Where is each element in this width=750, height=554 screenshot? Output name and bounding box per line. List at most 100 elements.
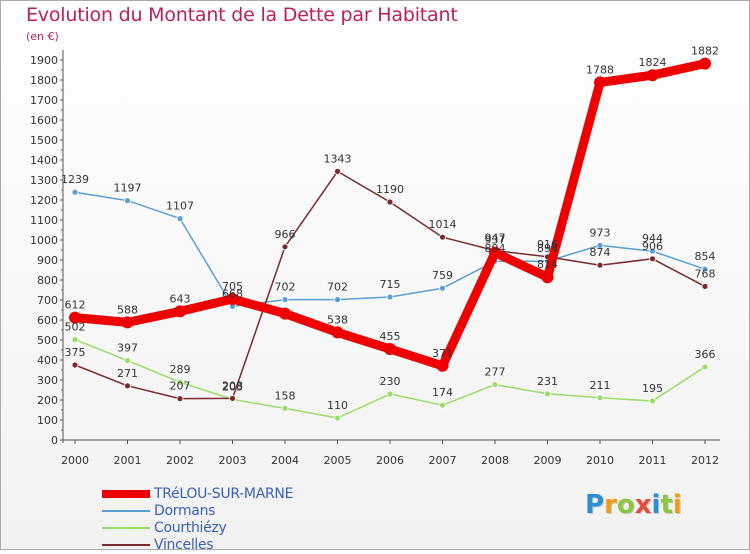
- data-point: [174, 305, 186, 318]
- data-label: 195: [642, 382, 663, 395]
- data-label: 894: [485, 242, 506, 255]
- data-point: [176, 395, 184, 403]
- y-tick-label: 1000: [30, 234, 58, 247]
- y-tick-label: 1400: [30, 154, 58, 167]
- data-label: 1882: [691, 45, 719, 58]
- data-point: [71, 188, 79, 196]
- data-label: 937: [485, 234, 506, 247]
- y-tick-label: 1700: [30, 94, 58, 107]
- data-point: [331, 326, 344, 339]
- data-point: [384, 343, 396, 355]
- data-point: [279, 307, 291, 320]
- data-label: 612: [65, 299, 86, 312]
- data-point: [491, 381, 499, 389]
- data-label: 944: [642, 232, 663, 245]
- data-point: [436, 359, 449, 372]
- data-point: [439, 284, 446, 292]
- legend-swatch-dormans: [102, 510, 150, 512]
- data-label: 814: [537, 258, 558, 271]
- data-point: [646, 69, 659, 82]
- x-tick-label: 2008: [481, 454, 509, 467]
- data-label: 231: [537, 375, 558, 388]
- data-label: 874: [590, 246, 611, 259]
- data-point: [386, 198, 394, 206]
- y-tick-label: 900: [37, 254, 58, 267]
- data-point: [124, 357, 131, 365]
- data-label: 289: [170, 363, 191, 376]
- data-point: [439, 233, 446, 241]
- data-label: 1107: [166, 200, 194, 213]
- data-point: [701, 363, 709, 371]
- data-label: 643: [170, 292, 191, 305]
- y-tick-label: 1800: [30, 74, 58, 87]
- legend-label-vincelles: Vincelles: [154, 537, 214, 553]
- data-label: 947: [485, 232, 506, 245]
- x-tick-label: 2001: [114, 454, 142, 467]
- proxiti-logo: Proxiti: [585, 490, 682, 520]
- data-point: [334, 167, 341, 175]
- y-tick-label: 1200: [30, 194, 58, 207]
- x-tick-label: 2012: [691, 454, 719, 467]
- data-label: 715: [380, 278, 401, 291]
- y-tick-label: 1900: [30, 54, 58, 67]
- y-tick-label: 700: [37, 294, 58, 307]
- data-point: [334, 414, 341, 422]
- data-point: [281, 243, 289, 251]
- data-point: [596, 241, 604, 249]
- y-tick-label: 600: [37, 314, 58, 327]
- y-tick-label: 400: [37, 354, 58, 367]
- y-tick-label: 1100: [30, 214, 58, 227]
- data-point: [124, 197, 131, 205]
- legend-label-trelou: TRéLOU-SUR-MARNE: [154, 486, 294, 502]
- y-tick-label: 1500: [30, 134, 58, 147]
- data-label: 1239: [61, 173, 89, 186]
- data-label: 230: [380, 375, 401, 388]
- y-tick-label: 1600: [30, 114, 58, 127]
- chart-title: Evolution du Montant de la Dette par Hab…: [26, 4, 458, 26]
- data-point: [71, 336, 79, 344]
- data-point: [281, 296, 289, 304]
- x-tick-label: 2006: [376, 454, 404, 467]
- data-point: [699, 57, 711, 70]
- data-label: 973: [590, 226, 611, 239]
- data-label: 702: [327, 281, 348, 294]
- x-tick-label: 2005: [324, 454, 352, 467]
- data-label: 854: [695, 250, 716, 263]
- x-tick-label: 2003: [219, 454, 247, 467]
- legend-swatch-vincelles: [102, 544, 150, 546]
- data-point: [596, 394, 604, 402]
- data-label: 966: [275, 228, 296, 241]
- y-tick-label: 1300: [30, 174, 58, 187]
- chart-subtitle: (en €): [26, 30, 59, 43]
- data-label: 759: [432, 269, 453, 282]
- data-point: [71, 361, 79, 369]
- data-label: 894: [537, 242, 558, 255]
- data-point: [439, 401, 446, 409]
- data-label: 1197: [114, 182, 142, 195]
- x-tick-label: 2002: [166, 454, 194, 467]
- data-label: 366: [695, 348, 716, 361]
- data-point: [489, 246, 501, 259]
- data-label: 455: [380, 330, 401, 343]
- y-tick-label: 100: [37, 414, 58, 427]
- data-label: 110: [327, 399, 348, 412]
- data-point: [701, 265, 709, 273]
- data-point: [124, 382, 131, 390]
- y-tick-label: 0: [51, 434, 58, 447]
- x-tick-label: 2009: [534, 454, 562, 467]
- data-label: 203: [222, 380, 243, 393]
- data-label: 208: [222, 379, 243, 392]
- data-point: [176, 378, 184, 386]
- data-point: [649, 247, 656, 255]
- data-label: 1343: [324, 152, 352, 165]
- data-label: 1788: [586, 63, 614, 76]
- data-label: 705: [222, 280, 243, 293]
- data-label: 768: [695, 267, 716, 280]
- data-label: 702: [275, 281, 296, 294]
- data-point: [229, 394, 236, 402]
- legend-swatch-trelou: [102, 490, 150, 498]
- data-point: [69, 311, 81, 324]
- data-label: 1190: [376, 183, 404, 196]
